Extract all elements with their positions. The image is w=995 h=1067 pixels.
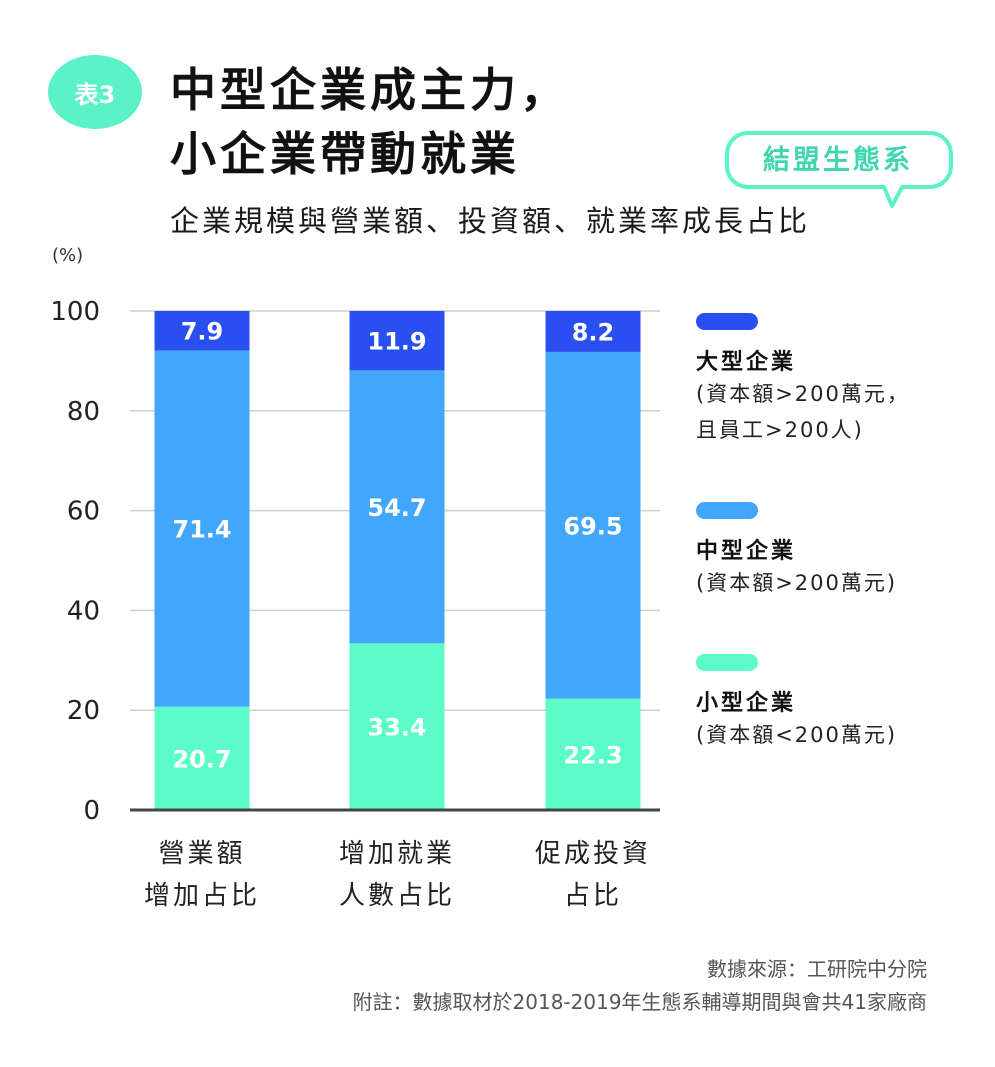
data-label-0-1: 71.4 [172, 516, 231, 544]
data-label-0-2: 7.9 [181, 318, 224, 346]
x-tick-label-1-1: 人數占比 [339, 881, 455, 911]
data-label-2-2: 8.2 [572, 318, 615, 346]
y-tick-label-100: 100 [50, 297, 100, 327]
x-tick-label-2-1: 占比 [564, 881, 622, 911]
legend-title-small: 小型企業 [696, 691, 797, 716]
y-tick-label-0: 0 [83, 796, 100, 826]
chart-subtitle: 企業規模與營業額、投資額、就業率成長占比 [170, 204, 811, 238]
legend-large-enterprise: 大型企業 (資本額>200萬元， 且員工>200人) [696, 313, 910, 448]
x-tick-label-0-0: 營業額 [158, 839, 245, 869]
bar-segment-0-1 [154, 350, 250, 707]
data-source: 數據來源：工研院中分院 [707, 957, 927, 981]
bar-segment-1-0 [349, 643, 445, 810]
footnote: 附註：數據取材於2018-2019年生態系輔導期間與會共41家廠商 [352, 990, 927, 1014]
bar-segment-2-2 [545, 311, 641, 352]
chart-title: 中型企業成主力， 小企業帶動就業 [170, 58, 570, 186]
y-axis-unit: (%) [52, 245, 84, 266]
legend-desc-medium: (資本額>200萬元) [696, 571, 898, 595]
legend-swatch-large [696, 313, 758, 330]
y-tick-label-20: 20 [67, 696, 100, 726]
x-tick-label-0-1: 增加占比 [144, 881, 260, 911]
legend-desc-large-2: 且員工>200人) [696, 418, 864, 442]
table-number-badge: 表3 [48, 55, 142, 129]
y-tick-label-60: 60 [67, 497, 100, 527]
legend-desc-large-1: (資本額>200萬元， [696, 382, 910, 406]
legend-title-medium: 中型企業 [696, 539, 797, 564]
data-label-1-0: 33.4 [367, 714, 426, 742]
data-label-0-0: 20.7 [172, 745, 231, 773]
data-label-2-1: 69.5 [563, 512, 622, 540]
data-label-1-1: 54.7 [367, 494, 426, 522]
ecosystem-tag: 結盟生態系 [763, 145, 913, 176]
title-line-1: 中型企業成主力， [170, 63, 570, 117]
data-label-2-0: 22.3 [563, 741, 622, 769]
legend-small-enterprise: 小型企業 (資本額<200萬元) [696, 654, 897, 753]
legend-desc-small: (資本額<200萬元) [696, 723, 898, 747]
legend-medium-enterprise: 中型企業 (資本額>200萬元) [696, 502, 897, 601]
x-tick-label-1-0: 增加就業 [339, 839, 455, 869]
y-tick-label-80: 80 [67, 397, 100, 427]
legend-swatch-small [696, 654, 758, 671]
title-line-2: 小企業帶動就業 [170, 127, 520, 181]
x-tick-label-2-0: 促成投資 [535, 839, 651, 869]
legend-title-large: 大型企業 [696, 350, 797, 375]
speech-bubble-icon [725, 131, 953, 208]
bar-segment-0-2 [154, 311, 250, 351]
bar-segment-2-1 [545, 351, 641, 699]
bar-segment-2-0 [545, 698, 641, 810]
bar-segment-1-2 [349, 311, 445, 371]
legend-swatch-medium [696, 502, 758, 519]
bar-segment-1-1 [349, 370, 445, 644]
y-tick-label-40: 40 [67, 596, 100, 626]
data-label-1-2: 11.9 [367, 328, 426, 356]
bar-segment-0-0 [154, 706, 250, 810]
